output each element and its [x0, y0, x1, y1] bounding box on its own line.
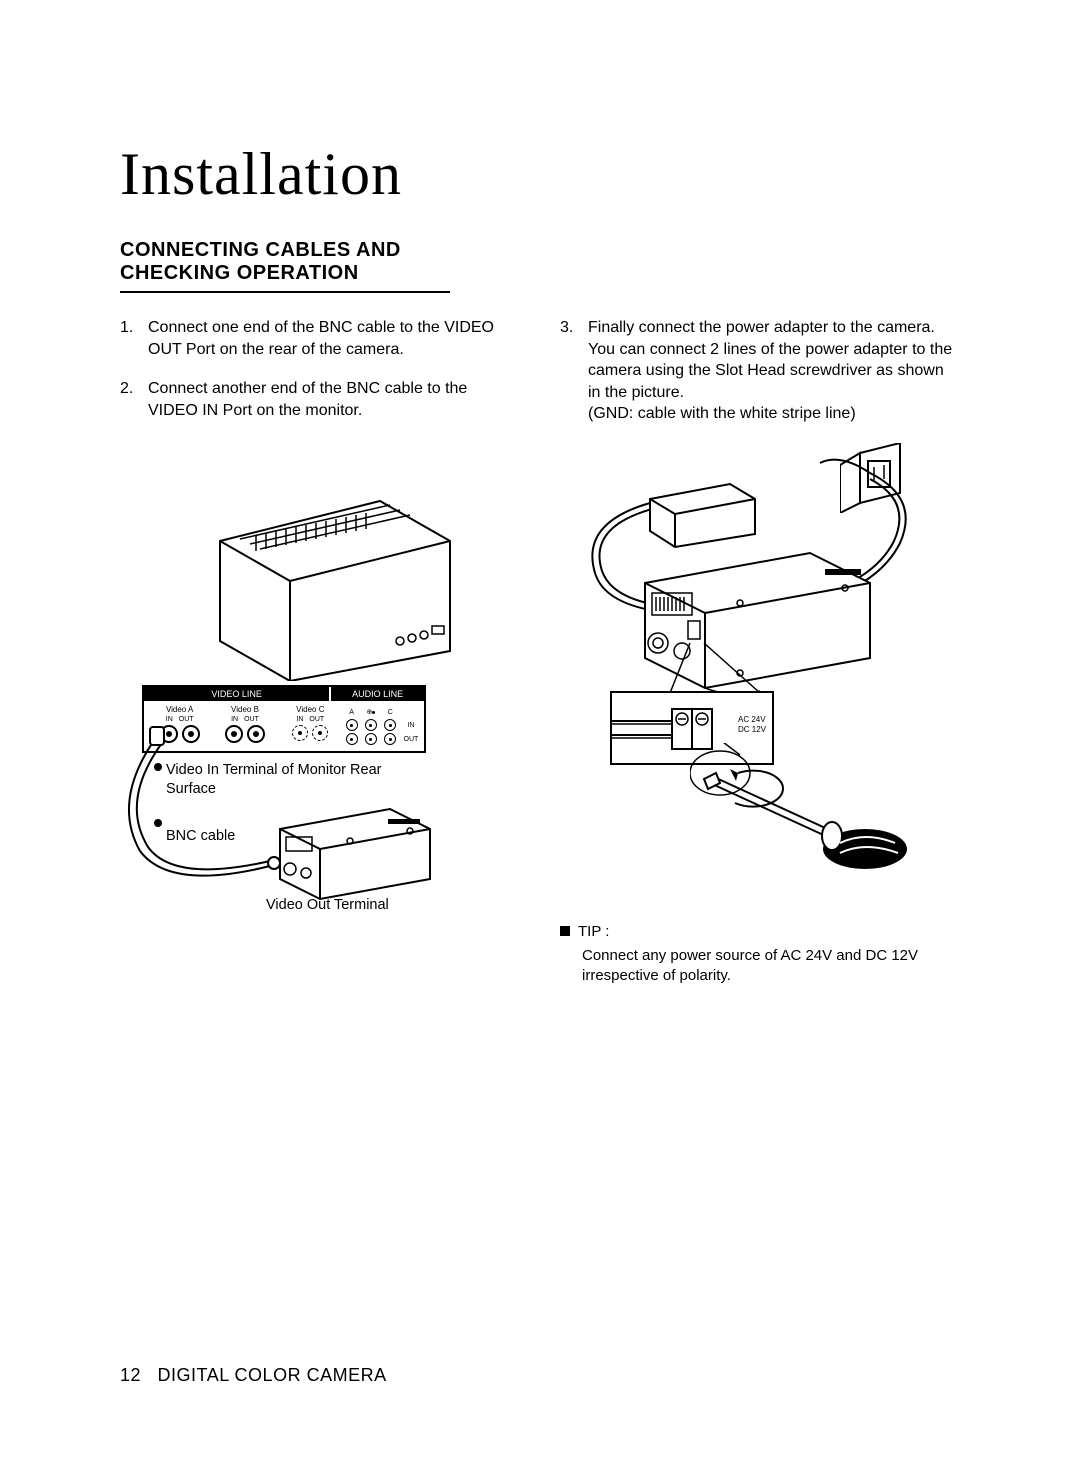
bnc-cable-label: BNC cable: [166, 827, 406, 846]
wall-plug-icon: [840, 443, 910, 513]
footer-page-number: 12: [120, 1365, 141, 1385]
tip-bullet-icon: [560, 926, 570, 936]
page-footer: 12 DIGITAL COLOR CAMERA: [120, 1365, 387, 1386]
in-label: IN: [407, 722, 414, 729]
right-column: 3. Finally connect the power adapter to …: [560, 317, 960, 986]
left-column: 1. Connect one end of the BNC cable to t…: [120, 317, 520, 986]
tip-body: Connect any power source of AC 24V and D…: [560, 946, 960, 987]
tip-label: TIP :: [578, 923, 609, 940]
step-3-num: 3.: [560, 317, 578, 425]
screwdriver-icon: [690, 743, 930, 893]
tip-block: TIP : Connect any power source of AC 24V…: [560, 923, 960, 987]
step-2-num: 2.: [120, 378, 138, 421]
video-out-label: Video Out Terminal: [266, 896, 389, 915]
audio-jack-icon: [346, 733, 358, 745]
step-3: 3. Finally connect the power adapter to …: [560, 317, 960, 425]
ac-label: AC 24V: [738, 715, 766, 725]
page-title: Installation: [120, 140, 960, 209]
video-in-label: Video In Terminal of Monitor Rear Surfac…: [166, 761, 406, 799]
leader-dots-icon: [152, 761, 164, 921]
power-adapter-icon: [640, 479, 760, 549]
audio-c-label: C: [388, 709, 393, 716]
step-2-text: Connect another end of the BNC cable to …: [148, 378, 520, 421]
audio-jack-icon: [346, 719, 358, 731]
manual-page: Installation CONNECTING CABLES AND CHECK…: [0, 0, 1080, 1476]
step-3-text: Finally connect the power adapter to the…: [588, 317, 960, 425]
audio-a-label: A: [349, 709, 354, 716]
left-diagram-labels: Video In Terminal of Monitor Rear Surfac…: [166, 761, 406, 888]
section-rule: [120, 291, 450, 293]
audio-jack-icon: [384, 719, 396, 731]
monitor-icon: [200, 481, 460, 681]
step-1-num: 1.: [120, 317, 138, 360]
step-1-text: Connect one end of the BNC cable to the …: [148, 317, 520, 360]
audio-jack-icon: [365, 733, 377, 745]
step-2: 2. Connect another end of the BNC cable …: [120, 378, 520, 421]
step-1: 1. Connect one end of the BNC cable to t…: [120, 317, 520, 360]
two-column-layout: 1. Connect one end of the BNC cable to t…: [120, 317, 960, 986]
voltage-labels: AC 24V DC 12V: [738, 715, 766, 734]
left-diagram: VIDEO LINE AUDIO LINE Video A INOUT Vide…: [120, 481, 520, 921]
audio-jack-icon: ⊕: [366, 707, 376, 717]
panel-audio-line-label: AUDIO LINE: [331, 687, 424, 701]
dc-label: DC 12V: [738, 725, 766, 735]
audio-jack-icon: [365, 719, 377, 731]
footer-text: DIGITAL COLOR CAMERA: [158, 1365, 387, 1385]
section-heading: CONNECTING CABLES AND CHECKING OPERATION: [120, 239, 450, 285]
out-label: OUT: [404, 736, 419, 743]
audio-jack-icon: [384, 733, 396, 745]
right-diagram: AC 24V DC 12V: [560, 443, 960, 903]
